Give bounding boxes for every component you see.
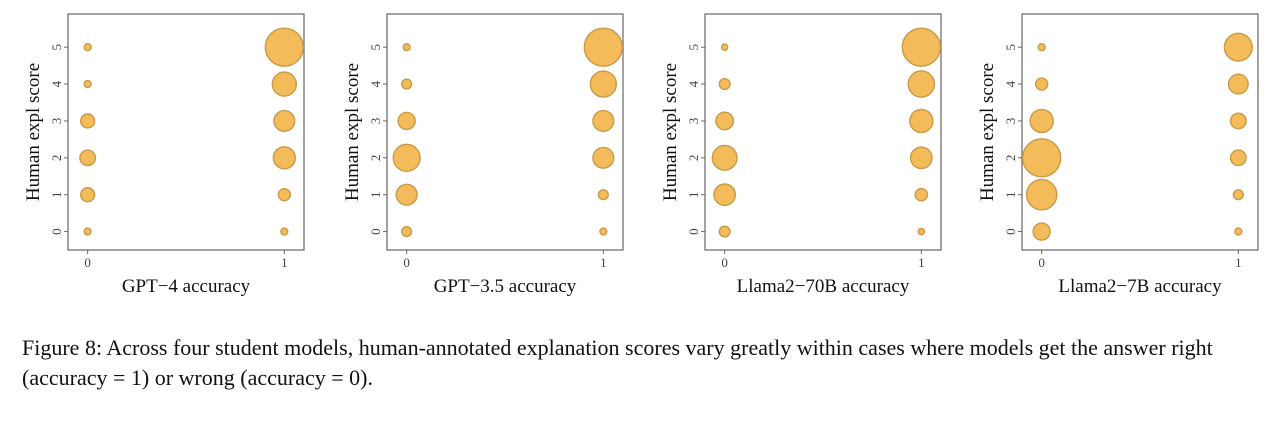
data-point [597,189,609,201]
x-tick-label: 0 [403,255,410,270]
x-tick-label: 1 [600,255,607,270]
y-tick-label: 0 [1003,228,1018,235]
scatter-panel-2: 0 1 2 3 4 5 0 1 GPT−3.5 accuracy Human expl score [342,13,624,297]
plot-frame [386,13,624,251]
data-point [264,27,305,67]
x-axis-label: Llama2−70B accuracy [737,276,910,297]
scatter-panel-1: 0 1 2 3 4 5 0 1 GPT−4 accuracy Human expl score [23,13,305,297]
data-point [80,187,96,203]
data-point [1034,77,1049,91]
data-point [397,111,416,131]
data-point [718,225,731,238]
y-axis-label: Human expl score [342,63,363,201]
y-tick-label: 5 [1003,44,1018,51]
x-tick-label: 1 [281,255,288,270]
y-tick-label: 0 [49,228,64,235]
data-point [917,227,926,236]
scatter-panel-4: 0 1 2 3 4 5 0 1 Llama2−7B accuracy Human expl sco… [977,13,1259,297]
y-axis-label: Human expl score [660,63,681,201]
x-axis-label: GPT−4 accuracy [122,276,251,297]
data-point [1029,108,1054,134]
y-tick-label: 3 [1003,118,1018,125]
data-point [589,70,618,98]
y-tick-label: 0 [686,228,701,235]
data-point [83,79,92,89]
x-axis-label: GPT−3.5 accuracy [434,276,577,297]
plot-frame [67,13,305,251]
x-tick-label: 0 [84,255,91,270]
data-point [83,227,92,236]
y-tick-label: 4 [49,80,64,87]
data-point [711,144,738,171]
data-point [592,109,615,133]
y-tick-label: 2 [1003,155,1018,162]
data-point [1025,178,1058,211]
data-point [1234,227,1243,236]
y-axis-label: Human expl score [23,63,44,201]
data-point [715,111,735,131]
y-tick-label: 4 [686,80,701,87]
figure-charts: 0 1 2 3 4 5 0 1 GPT−4 accuracy Human expl score 0 1… [23,13,1259,297]
data-point [1223,32,1253,62]
data-point [273,109,296,133]
data-point [1227,73,1249,95]
y-tick-label: 1 [686,191,701,198]
data-point [1232,189,1244,201]
data-point [392,143,421,172]
data-point [909,108,934,134]
data-point [914,187,929,202]
y-tick-label: 5 [49,44,64,51]
figure-caption: Figure 8: Across four student models, hu… [22,335,1213,390]
data-point [271,71,298,97]
data-point [1229,149,1247,167]
data-point [907,70,936,98]
data-point [80,113,96,129]
data-point [402,43,411,52]
y-tick-label: 1 [49,191,64,198]
data-point [1032,222,1051,241]
plot-frame [704,13,942,251]
data-point [395,183,418,206]
data-point [272,146,297,170]
y-tick-label: 0 [368,228,383,235]
data-point [83,43,92,52]
data-point [901,27,942,67]
data-point [909,146,933,170]
y-tick-label: 2 [49,155,64,162]
data-point [79,149,97,167]
x-tick-label: 1 [1235,255,1242,270]
data-point [1021,138,1062,178]
y-tick-label: 2 [686,155,701,162]
data-point [1037,43,1046,52]
data-point [720,43,729,51]
plot-frame [1021,13,1259,251]
x-tick-label: 1 [918,255,925,270]
x-tick-label: 0 [721,255,728,270]
y-axis-label: Human expl score [977,63,998,201]
y-tick-label: 5 [368,44,383,51]
y-tick-label: 4 [1003,80,1018,87]
y-tick-label: 1 [1003,191,1018,198]
data-point [280,227,289,236]
y-tick-label: 3 [368,118,383,125]
data-point [1229,112,1247,130]
data-point [401,225,413,238]
data-point [592,146,615,169]
x-axis-label: Llama2−7B accuracy [1058,276,1222,297]
y-tick-label: 4 [368,80,383,87]
y-tick-label: 2 [368,155,383,162]
y-tick-label: 3 [686,118,701,125]
x-tick-label: 0 [1038,255,1045,270]
data-point [713,183,737,207]
y-tick-label: 5 [686,44,701,51]
y-tick-label: 1 [368,191,383,198]
data-point [583,27,624,67]
data-point [401,78,413,90]
y-tick-label: 3 [49,118,64,125]
scatter-panel-3: 0 1 2 3 4 5 0 1 Llama2−70B accuracy Human expl sc… [660,13,942,297]
data-point [277,187,292,202]
data-point [718,78,731,91]
data-point [599,227,608,236]
